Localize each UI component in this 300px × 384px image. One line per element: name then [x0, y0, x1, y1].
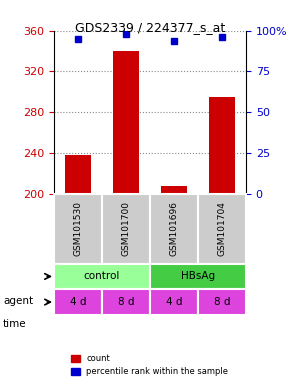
- FancyBboxPatch shape: [150, 264, 246, 289]
- Text: 8 d: 8 d: [118, 297, 134, 307]
- FancyBboxPatch shape: [102, 289, 150, 315]
- FancyBboxPatch shape: [150, 194, 198, 264]
- Text: GSM101700: GSM101700: [122, 201, 130, 256]
- Text: time: time: [3, 319, 27, 329]
- FancyBboxPatch shape: [150, 289, 198, 315]
- Text: GSM101696: GSM101696: [169, 201, 178, 256]
- Text: 4 d: 4 d: [166, 297, 182, 307]
- Bar: [113, 51, 139, 194]
- Text: GDS2339 / 224377_s_at: GDS2339 / 224377_s_at: [75, 21, 225, 34]
- Text: GSM101704: GSM101704: [218, 201, 226, 256]
- Text: GSM101530: GSM101530: [74, 201, 82, 256]
- Text: HBsAg: HBsAg: [181, 271, 215, 281]
- Text: control: control: [84, 271, 120, 281]
- FancyBboxPatch shape: [54, 289, 102, 315]
- Bar: [209, 97, 235, 194]
- Text: 8 d: 8 d: [214, 297, 230, 307]
- FancyBboxPatch shape: [54, 194, 102, 264]
- Legend: count, percentile rank within the sample: count, percentile rank within the sample: [68, 351, 232, 380]
- FancyBboxPatch shape: [102, 194, 150, 264]
- FancyBboxPatch shape: [198, 194, 246, 264]
- Bar: [161, 185, 187, 194]
- Bar: [65, 155, 91, 194]
- FancyBboxPatch shape: [198, 289, 246, 315]
- Text: agent: agent: [3, 296, 33, 306]
- Text: 4 d: 4 d: [70, 297, 86, 307]
- FancyBboxPatch shape: [54, 264, 150, 289]
